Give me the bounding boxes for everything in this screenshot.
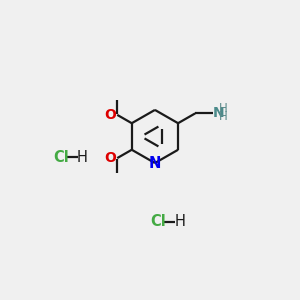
Text: H: H: [219, 102, 228, 115]
Text: O: O: [104, 108, 116, 122]
Text: H: H: [175, 214, 185, 230]
Text: N: N: [149, 156, 161, 171]
Text: H: H: [77, 150, 88, 165]
Text: Cl: Cl: [151, 214, 166, 230]
Text: Cl: Cl: [53, 150, 69, 165]
Text: N: N: [213, 106, 225, 120]
Text: H: H: [219, 110, 228, 123]
Text: O: O: [104, 151, 116, 165]
